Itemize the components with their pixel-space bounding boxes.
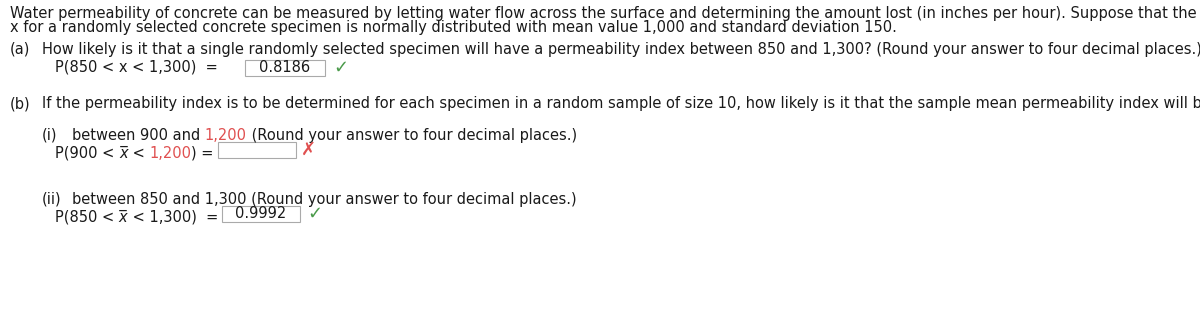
Text: P(850 <: P(850 <	[55, 210, 119, 225]
Text: ✓: ✓	[307, 205, 323, 223]
Text: x̅: x̅	[119, 146, 127, 161]
Text: (b): (b)	[10, 96, 31, 111]
Text: < 1,300)  =: < 1,300) =	[127, 210, 217, 225]
Text: 1,200: 1,200	[149, 146, 191, 161]
Text: Water permeability of concrete can be measured by letting water flow across the : Water permeability of concrete can be me…	[10, 6, 1200, 21]
Text: ) =: ) =	[191, 146, 214, 161]
Text: (i): (i)	[42, 128, 58, 143]
Text: (a): (a)	[10, 42, 30, 57]
Text: (Round your answer to four decimal places.): (Round your answer to four decimal place…	[247, 128, 577, 143]
Text: 0.9992: 0.9992	[235, 206, 287, 222]
Text: If the permeability index is to be determined for each specimen in a random samp: If the permeability index is to be deter…	[42, 96, 1200, 111]
Text: x for a randomly selected concrete specimen is normally distributed with mean va: x for a randomly selected concrete speci…	[10, 20, 896, 35]
Text: P(900 <: P(900 <	[55, 146, 119, 161]
Text: ✗: ✗	[300, 141, 316, 159]
Text: How likely is it that a single randomly selected specimen will have a permeabili: How likely is it that a single randomly …	[42, 42, 1200, 57]
Text: (ii): (ii)	[42, 192, 61, 207]
Text: 0.8186: 0.8186	[259, 60, 311, 76]
FancyBboxPatch shape	[245, 60, 325, 76]
FancyBboxPatch shape	[222, 206, 300, 222]
Text: ✓: ✓	[332, 59, 348, 77]
Text: <: <	[127, 146, 149, 161]
Text: between 900 and: between 900 and	[72, 128, 205, 143]
Text: 1,200: 1,200	[205, 128, 247, 143]
Text: between 850 and 1,300 (Round your answer to four decimal places.): between 850 and 1,300 (Round your answer…	[72, 192, 577, 207]
Text: P(850 < x < 1,300)  =: P(850 < x < 1,300) =	[55, 60, 217, 75]
Text: x̅: x̅	[119, 210, 127, 225]
FancyBboxPatch shape	[217, 142, 295, 158]
